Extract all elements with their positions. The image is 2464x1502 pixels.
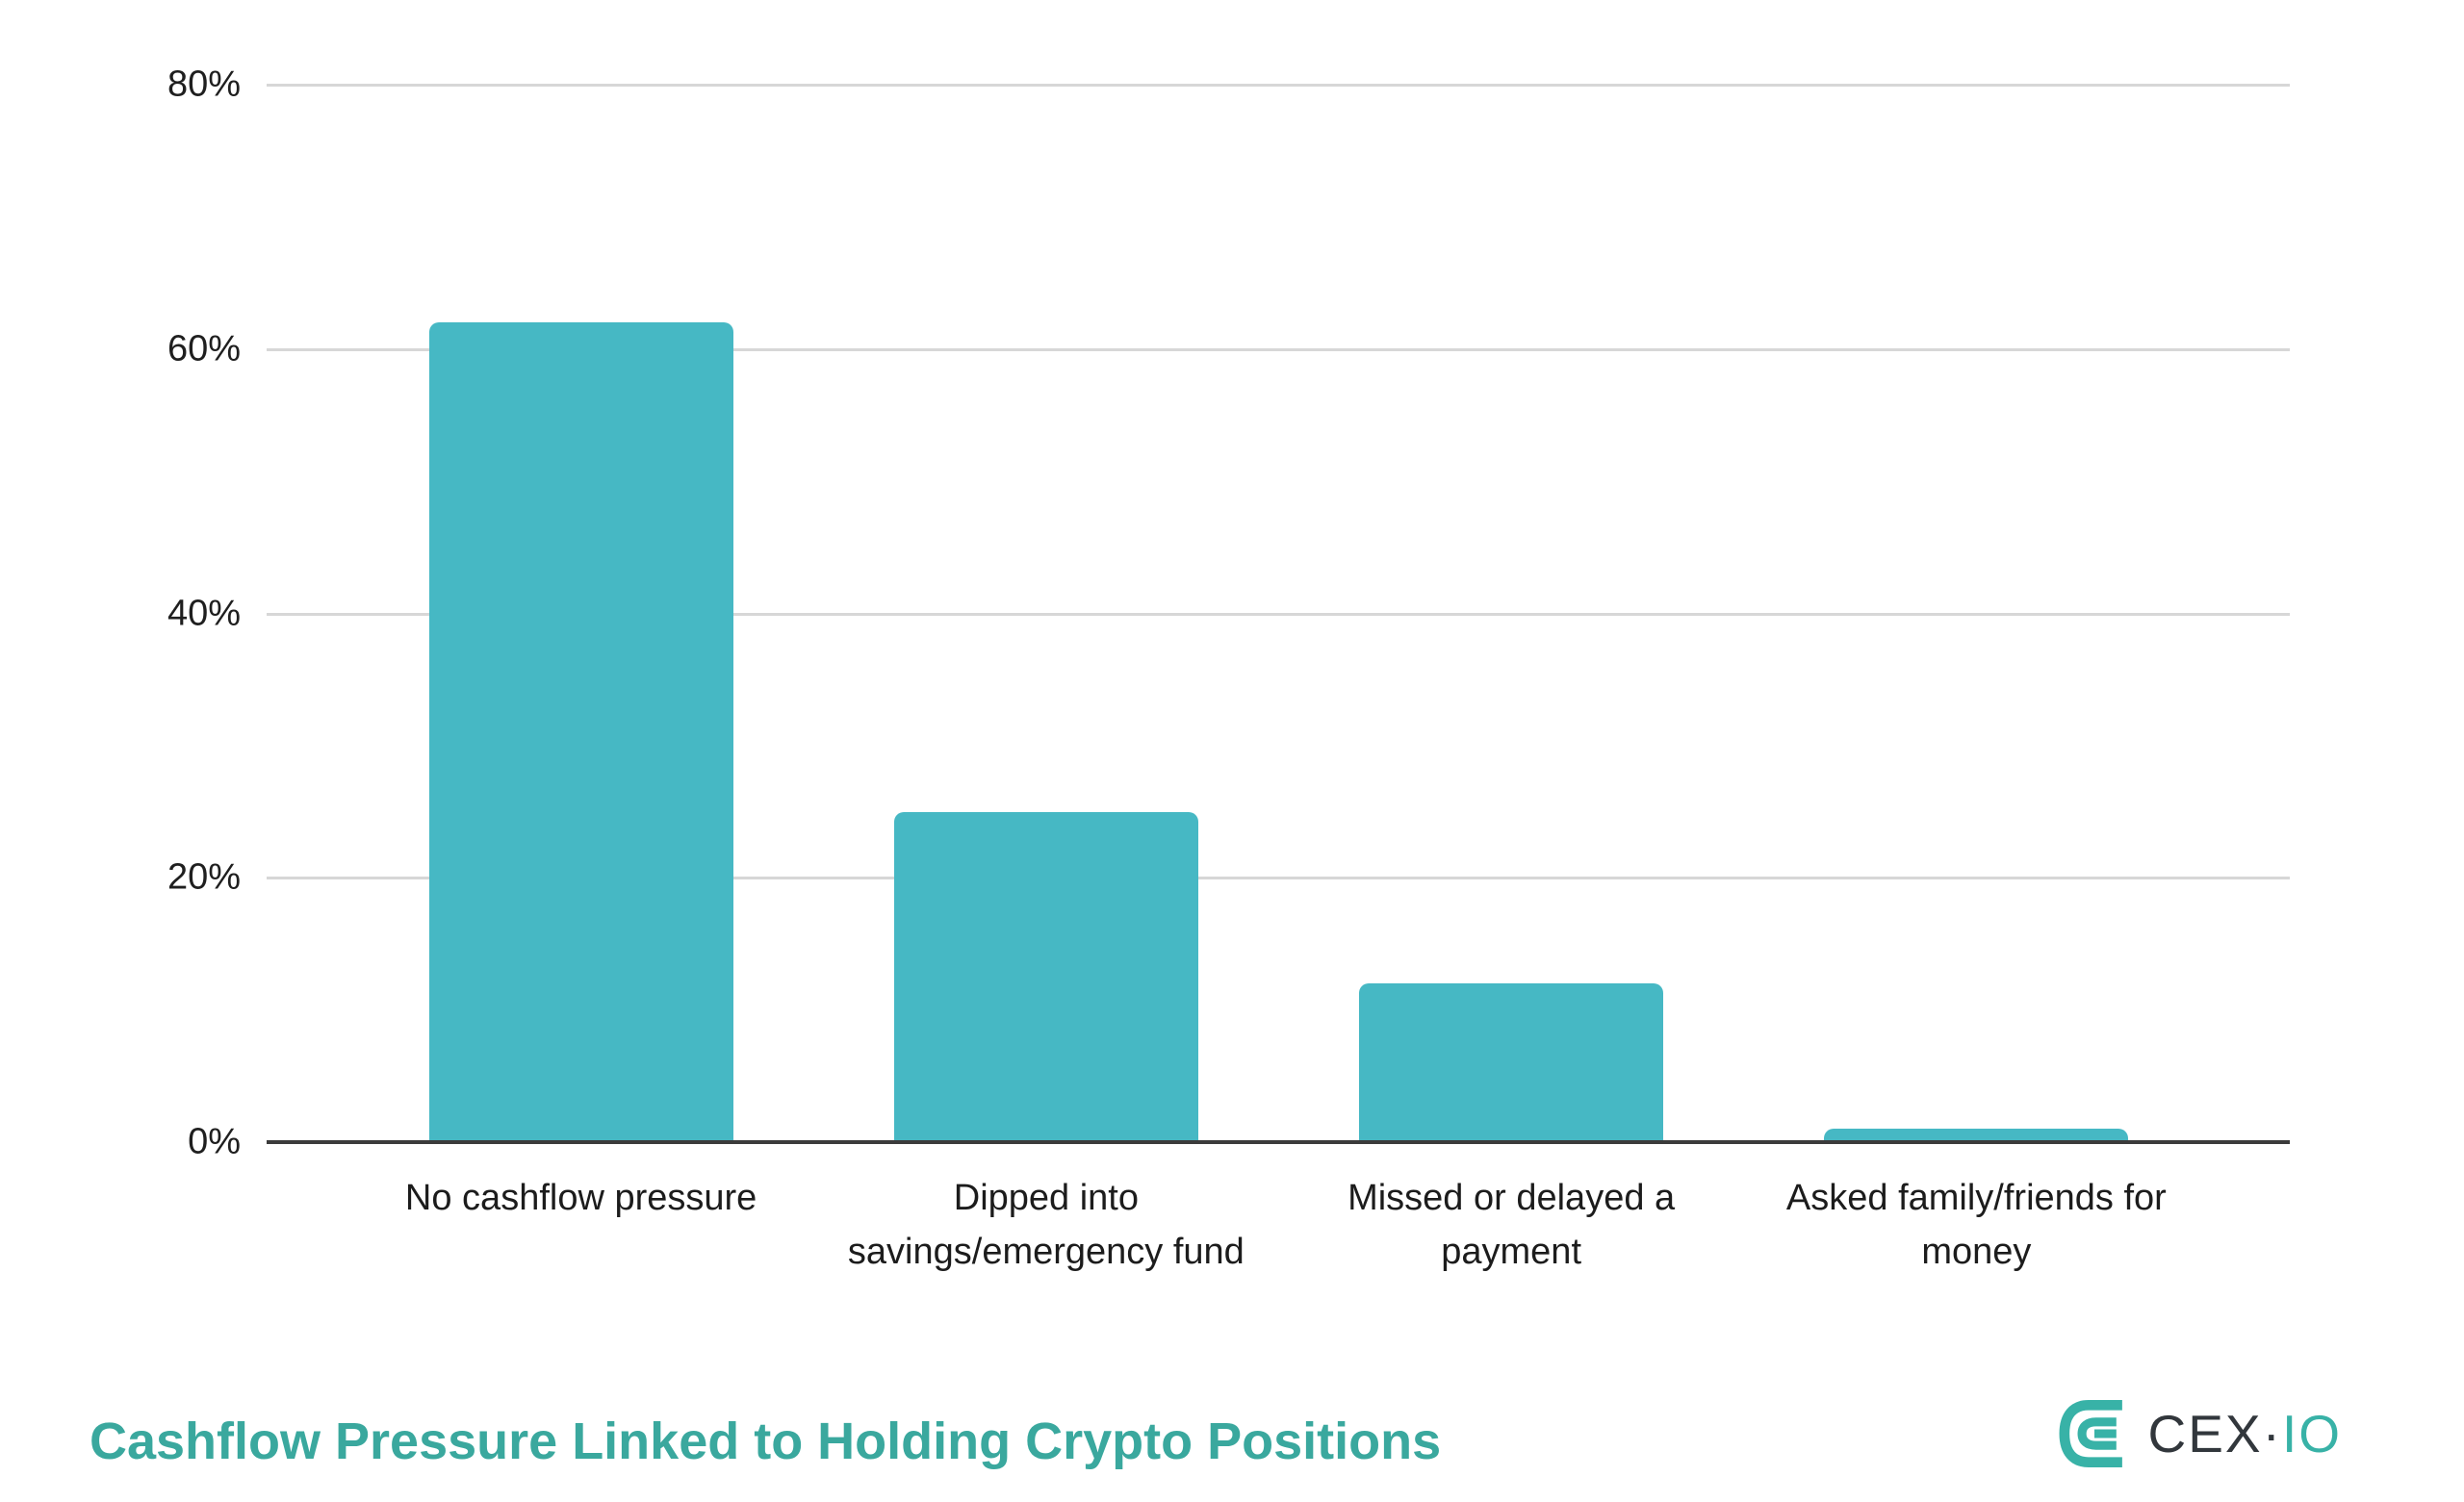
bar-slot-1 xyxy=(348,85,813,1142)
x-axis-labels: No cashflow pressure Dipped into savings/… xyxy=(348,1171,2209,1279)
cexio-logo-icon xyxy=(2059,1400,2122,1467)
bars-row xyxy=(348,85,2209,1142)
gridline-40 xyxy=(267,612,2290,616)
x-axis-label-1: No cashflow pressure xyxy=(404,1178,757,1218)
x-axis-line xyxy=(267,1140,2290,1144)
bar-slot-3 xyxy=(1279,85,1744,1142)
bar-2 xyxy=(893,811,1198,1142)
brand-text-cex: CEX xyxy=(2147,1404,2263,1464)
gridline-80 xyxy=(267,84,2290,87)
y-tick-label-40: 40% xyxy=(167,593,241,633)
brand-name: CEX·IO xyxy=(2148,1403,2342,1464)
y-tick-label-60: 60% xyxy=(167,328,241,369)
x-axis-label-2: Dipped into savings/emergency fund xyxy=(847,1178,1245,1272)
y-tick-label-0: 0% xyxy=(188,1121,241,1162)
x-axis-label-4: Asked family/friends for money xyxy=(1785,1178,2167,1272)
x-axis-label-3: Missed or delayed a payment xyxy=(1348,1178,1676,1272)
gridline-20 xyxy=(267,877,2290,880)
brand-text-separator: · xyxy=(2262,1404,2282,1464)
bar-1 xyxy=(428,322,733,1142)
gridline-60 xyxy=(267,347,2290,351)
plot-area: No cashflow pressure Dipped into savings/… xyxy=(167,64,2290,1272)
chart-title: Cashflow Pressure Linked to Holding Cryp… xyxy=(90,1413,1442,1470)
bar-3 xyxy=(1359,983,1664,1142)
bar-slot-2 xyxy=(813,85,1278,1142)
bar-slot-4 xyxy=(1744,85,2209,1142)
y-tick-label-20: 20% xyxy=(167,856,241,898)
bar-4 xyxy=(1824,1129,2129,1142)
brand-logo: CEX·IO xyxy=(2058,1397,2342,1470)
brand-text-io: IO xyxy=(2281,1404,2342,1464)
y-tick-label-80: 80% xyxy=(167,64,241,105)
